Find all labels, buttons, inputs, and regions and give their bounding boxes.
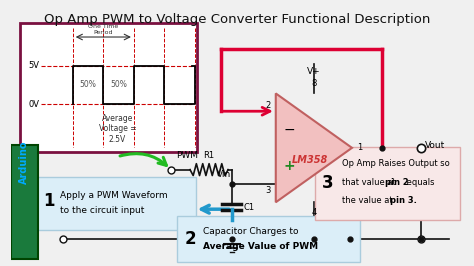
Text: to the circuit input: to the circuit input [61, 206, 145, 215]
Text: R1: R1 [203, 151, 215, 160]
Text: Vout: Vout [425, 141, 446, 150]
Text: One Time
Period: One Time Period [88, 24, 118, 35]
Text: pin 2: pin 2 [385, 177, 409, 186]
Text: the value at: the value at [342, 196, 396, 205]
FancyBboxPatch shape [11, 145, 37, 259]
FancyBboxPatch shape [177, 216, 360, 262]
Text: 4: 4 [311, 208, 317, 217]
Text: 5V: 5V [28, 61, 39, 70]
Text: C1: C1 [243, 203, 255, 212]
Text: 3: 3 [265, 186, 271, 195]
Text: Capacitor Charges to: Capacitor Charges to [203, 227, 299, 236]
Text: Arduino: Arduino [19, 141, 29, 184]
Text: 3: 3 [322, 174, 334, 193]
FancyBboxPatch shape [315, 147, 460, 220]
Text: 50%: 50% [110, 80, 127, 89]
Text: 0V: 0V [28, 100, 39, 109]
Text: 50%: 50% [80, 80, 97, 89]
Text: 1: 1 [43, 192, 55, 210]
Text: PWM: PWM [176, 151, 198, 160]
Text: Op Amp PWM to Voltage Converter Functional Description: Op Amp PWM to Voltage Converter Function… [44, 13, 430, 26]
Text: Vin: Vin [217, 170, 231, 179]
FancyBboxPatch shape [36, 177, 196, 230]
Text: +: + [283, 159, 295, 173]
Text: 1: 1 [357, 143, 362, 152]
Text: V+: V+ [307, 67, 321, 76]
Text: Apply a PWM Waveform: Apply a PWM Waveform [61, 191, 168, 200]
Polygon shape [276, 93, 352, 202]
Text: Average Value of PWM: Average Value of PWM [203, 242, 319, 251]
Text: LM358: LM358 [292, 155, 328, 165]
Text: equals: equals [404, 177, 435, 186]
Text: Average
Voltage =
2.5V: Average Voltage = 2.5V [99, 114, 136, 144]
Text: Op Amp Raises Output so: Op Amp Raises Output so [342, 159, 450, 168]
Text: pin 3.: pin 3. [390, 196, 417, 205]
FancyBboxPatch shape [20, 23, 197, 152]
Text: 8: 8 [311, 79, 317, 88]
Text: 2: 2 [265, 101, 271, 110]
Text: that value at: that value at [342, 177, 399, 186]
Text: 2: 2 [184, 230, 196, 248]
Text: −: − [283, 123, 295, 137]
